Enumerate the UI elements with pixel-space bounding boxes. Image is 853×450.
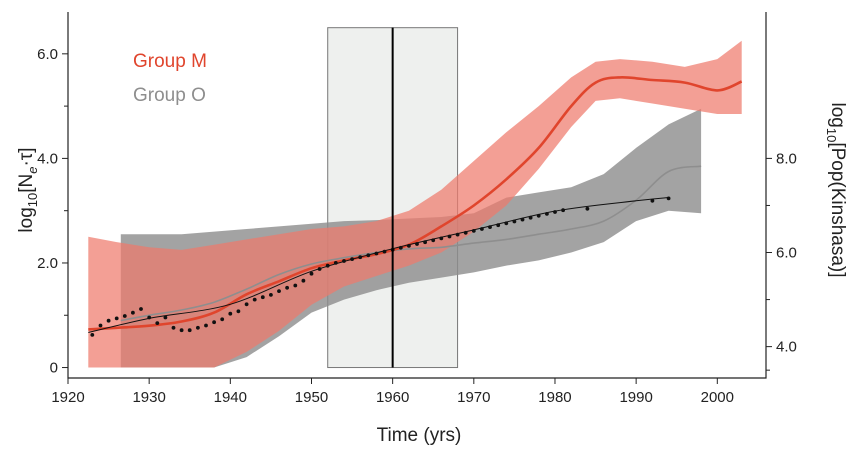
population-point bbox=[187, 328, 192, 333]
y-left-sub: 10 bbox=[25, 193, 40, 207]
axis-ticks: 1920 1930 1940 1950 1960 1970 1980 1990 2000 0 2.0… bbox=[37, 46, 797, 406]
population-point bbox=[236, 309, 241, 314]
x-tick-label: 1960 bbox=[376, 389, 409, 406]
x-tick-label: 1930 bbox=[132, 389, 165, 406]
y-tick-label: 4.0 bbox=[37, 150, 58, 167]
population-point bbox=[471, 229, 476, 233]
population-point bbox=[106, 318, 111, 323]
population-point bbox=[496, 223, 501, 228]
population-point bbox=[269, 293, 273, 297]
population-point bbox=[407, 244, 411, 248]
population-point bbox=[358, 255, 363, 260]
population-point bbox=[260, 295, 265, 300]
legend-group-m: Group M bbox=[133, 51, 207, 72]
population-point bbox=[317, 267, 322, 271]
population-point bbox=[536, 213, 541, 218]
population-point bbox=[220, 317, 225, 322]
population-point bbox=[163, 315, 168, 320]
population-point bbox=[325, 263, 330, 268]
population-point bbox=[528, 215, 533, 220]
line-group-m bbox=[88, 76, 743, 331]
y2-tick-label: 6.0 bbox=[776, 245, 797, 262]
y-axis-label-right: log10[Pop(Kinshasa)] bbox=[824, 102, 848, 277]
population-point bbox=[179, 328, 184, 333]
population-point bbox=[114, 316, 119, 321]
x-axis-label: Time (yrs) bbox=[377, 425, 462, 446]
population-point bbox=[122, 314, 127, 318]
plot-frame bbox=[67, 12, 767, 379]
y-left-rest: [N bbox=[16, 174, 37, 193]
population-point bbox=[504, 221, 509, 226]
x-tick-label: 1920 bbox=[51, 389, 84, 406]
population-point bbox=[382, 249, 387, 254]
y-tick-label: 0 bbox=[50, 360, 58, 377]
y-right-log: log bbox=[827, 102, 848, 127]
population-point bbox=[277, 289, 281, 293]
population-point bbox=[333, 261, 338, 265]
population-point bbox=[545, 212, 549, 216]
y-right-sub: 10 bbox=[824, 128, 839, 142]
population-point bbox=[155, 321, 160, 325]
population-point bbox=[196, 325, 200, 330]
population-point bbox=[666, 196, 671, 201]
x-tick-label: 1990 bbox=[619, 389, 652, 406]
population-point bbox=[350, 257, 354, 261]
population-point bbox=[398, 245, 403, 250]
population-point bbox=[301, 278, 306, 283]
population-point bbox=[139, 307, 143, 311]
y-tick-label: 2.0 bbox=[37, 255, 58, 272]
population-point bbox=[512, 219, 517, 224]
x-tick-label: 2000 bbox=[701, 389, 734, 406]
population-point bbox=[439, 236, 444, 241]
population-point bbox=[585, 206, 590, 211]
population-point bbox=[342, 259, 346, 263]
population-point bbox=[447, 234, 452, 239]
population-point bbox=[553, 210, 557, 214]
population-point bbox=[463, 230, 468, 235]
confidence-bands bbox=[88, 40, 742, 368]
population-point bbox=[480, 227, 484, 231]
y-tick-label: 6.0 bbox=[37, 46, 58, 63]
population-point bbox=[650, 198, 655, 203]
population-point bbox=[374, 251, 379, 256]
population-point bbox=[244, 302, 249, 307]
population-point bbox=[98, 323, 103, 328]
population-point bbox=[293, 283, 298, 288]
population-point bbox=[252, 297, 257, 302]
population-point bbox=[204, 323, 208, 328]
population-point bbox=[415, 242, 419, 246]
population-point bbox=[520, 217, 525, 222]
y2-tick-label: 8.0 bbox=[776, 150, 797, 167]
population-point bbox=[455, 232, 460, 237]
population-point bbox=[366, 253, 371, 258]
y-left-tail: ·τ] bbox=[16, 147, 37, 166]
y-axis-label-left: log10[Ne·τ] bbox=[16, 147, 40, 232]
population-point bbox=[431, 238, 436, 243]
x-tick-label: 1970 bbox=[457, 389, 490, 406]
y-right-tail: [Pop(Kinshasa)] bbox=[827, 142, 848, 277]
population-point bbox=[423, 240, 427, 245]
y2-tick-label: 4.0 bbox=[776, 339, 797, 356]
x-tick-label: 1980 bbox=[538, 389, 571, 406]
population-point bbox=[488, 225, 492, 230]
x-tick-label: 1940 bbox=[214, 389, 247, 406]
population-point bbox=[212, 320, 217, 325]
population-point bbox=[309, 271, 314, 276]
population-point bbox=[131, 310, 135, 315]
y-left-sub2: e bbox=[25, 167, 40, 174]
legend-group-o: Group O bbox=[133, 85, 206, 106]
line-group-o bbox=[120, 165, 702, 322]
x-tick-label: 1950 bbox=[295, 389, 328, 406]
population-point bbox=[171, 325, 176, 330]
population-point bbox=[90, 333, 95, 337]
y-left-log: log bbox=[16, 207, 37, 232]
series-lines bbox=[88, 76, 743, 331]
population-point bbox=[285, 285, 289, 290]
population-point bbox=[147, 315, 152, 320]
population-point bbox=[561, 208, 565, 213]
band-group-m bbox=[88, 40, 742, 368]
population-point bbox=[228, 311, 233, 316]
